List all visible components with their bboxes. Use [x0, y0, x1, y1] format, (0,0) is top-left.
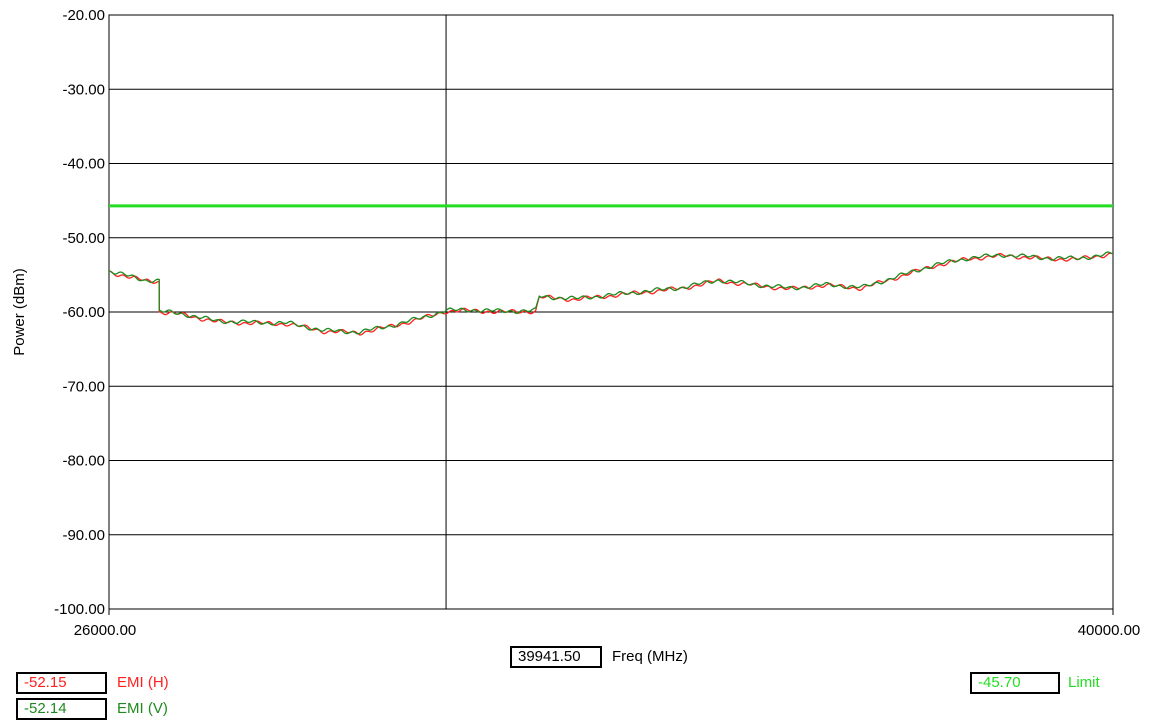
y-tick-label: -40.00: [62, 156, 105, 173]
axis-layer: -20.00 -30.00 -40.00 -50.00 -60.00 -70.00 -80.…: [54, 7, 1140, 639]
series-layer: [108, 204, 1114, 336]
series-line-emi-v: [108, 251, 1114, 335]
y-tick-label: -80.00: [62, 453, 105, 470]
emi-h-readout-label: EMI (H): [117, 674, 169, 691]
x-tick-label: 40000.00: [1078, 622, 1141, 639]
plot-frame: [108, 14, 1114, 610]
emi-h-readout-value: -52.15: [16, 672, 107, 694]
freq-readout-label: Freq (MHz): [612, 648, 688, 665]
y-tick-label: -60.00: [62, 304, 105, 321]
y-tick-label: -30.00: [62, 81, 105, 98]
limit-readout-value: -45.70: [970, 672, 1060, 694]
series-line-emi-h: [108, 252, 1114, 336]
y-tick-label: -70.00: [62, 378, 105, 395]
grid-layer: [108, 14, 1114, 610]
y-tick-label: -90.00: [62, 527, 105, 544]
limit-readout-label: Limit: [1068, 674, 1100, 691]
emi-v-readout-value: -52.14: [16, 698, 107, 720]
y-tick-label: -20.00: [62, 7, 105, 24]
y-tick-label: -50.00: [62, 230, 105, 247]
y-tick-label: -100.00: [54, 601, 105, 618]
emi-v-readout-label: EMI (V): [117, 700, 168, 717]
y-axis-title: Power (dBm): [11, 268, 28, 356]
freq-readout-value: 39941.50: [510, 646, 602, 668]
x-tick-label: 26000.00: [74, 622, 137, 639]
